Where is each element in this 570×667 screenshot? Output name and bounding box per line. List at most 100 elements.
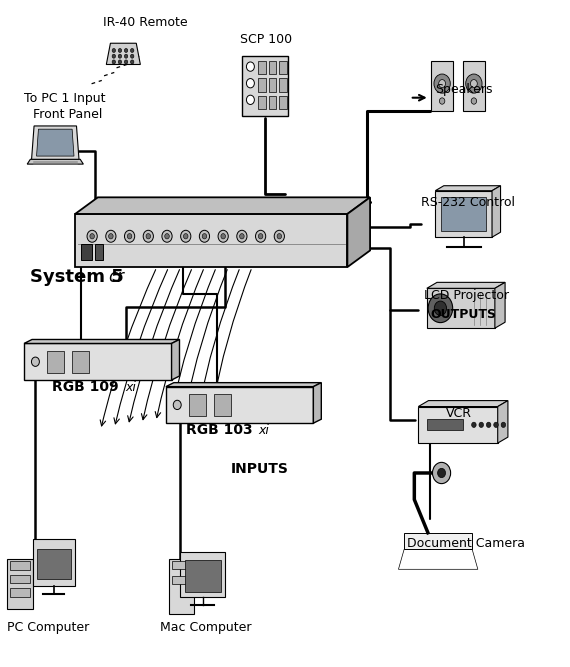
Polygon shape — [172, 340, 180, 380]
Polygon shape — [418, 401, 508, 407]
Text: IR-40 Remote: IR-40 Remote — [104, 16, 188, 29]
FancyBboxPatch shape — [427, 420, 462, 430]
Circle shape — [433, 462, 451, 484]
Circle shape — [218, 230, 228, 242]
FancyBboxPatch shape — [258, 79, 266, 92]
Text: Speakers: Speakers — [435, 83, 493, 96]
Text: RS-232 Control: RS-232 Control — [421, 196, 515, 209]
FancyBboxPatch shape — [279, 61, 287, 75]
Circle shape — [181, 230, 191, 242]
Circle shape — [501, 422, 506, 428]
FancyBboxPatch shape — [189, 394, 206, 416]
Circle shape — [494, 422, 498, 428]
Polygon shape — [347, 197, 370, 267]
Circle shape — [124, 60, 128, 64]
Text: To PC 1 Input: To PC 1 Input — [24, 92, 105, 105]
Circle shape — [131, 60, 134, 64]
FancyBboxPatch shape — [441, 197, 486, 231]
FancyBboxPatch shape — [172, 576, 192, 584]
Text: PC Computer: PC Computer — [7, 621, 89, 634]
Polygon shape — [36, 129, 74, 156]
Text: OUTPUTS: OUTPUTS — [430, 307, 496, 321]
Circle shape — [112, 60, 116, 64]
FancyBboxPatch shape — [32, 540, 75, 586]
Circle shape — [200, 230, 210, 242]
FancyBboxPatch shape — [431, 61, 454, 111]
Text: INPUTS: INPUTS — [231, 462, 289, 476]
Polygon shape — [492, 185, 500, 237]
FancyBboxPatch shape — [95, 244, 104, 260]
Text: SCP 100: SCP 100 — [239, 33, 292, 46]
Circle shape — [246, 62, 254, 71]
Circle shape — [124, 49, 128, 53]
Polygon shape — [75, 197, 370, 214]
Polygon shape — [495, 282, 505, 328]
FancyBboxPatch shape — [462, 61, 485, 111]
Circle shape — [258, 233, 263, 239]
Polygon shape — [435, 191, 492, 237]
Polygon shape — [427, 282, 505, 288]
Circle shape — [428, 294, 453, 323]
Polygon shape — [75, 214, 347, 267]
Circle shape — [239, 233, 244, 239]
FancyBboxPatch shape — [10, 574, 30, 583]
Circle shape — [466, 74, 482, 93]
Text: xi: xi — [125, 382, 136, 394]
Text: System 5: System 5 — [30, 267, 124, 285]
FancyBboxPatch shape — [169, 560, 194, 614]
FancyBboxPatch shape — [180, 552, 226, 597]
FancyBboxPatch shape — [10, 562, 30, 570]
Circle shape — [434, 301, 446, 315]
Circle shape — [439, 79, 446, 87]
FancyBboxPatch shape — [404, 533, 472, 550]
FancyBboxPatch shape — [268, 61, 276, 75]
Polygon shape — [418, 407, 498, 443]
FancyBboxPatch shape — [258, 95, 266, 109]
Polygon shape — [398, 550, 478, 570]
Text: Mac Computer: Mac Computer — [160, 621, 252, 634]
Text: RGB 109: RGB 109 — [52, 380, 119, 394]
Circle shape — [127, 233, 132, 239]
Circle shape — [143, 230, 153, 242]
Circle shape — [112, 49, 116, 53]
Polygon shape — [24, 340, 180, 344]
FancyBboxPatch shape — [279, 95, 287, 109]
FancyBboxPatch shape — [37, 550, 71, 579]
Polygon shape — [107, 43, 140, 65]
Polygon shape — [314, 383, 321, 423]
Circle shape — [87, 230, 97, 242]
Circle shape — [109, 233, 113, 239]
FancyBboxPatch shape — [10, 588, 30, 596]
FancyBboxPatch shape — [279, 79, 287, 92]
Text: LCD Projector: LCD Projector — [424, 289, 509, 302]
FancyBboxPatch shape — [47, 351, 64, 373]
FancyBboxPatch shape — [172, 562, 192, 570]
Circle shape — [118, 54, 121, 58]
Polygon shape — [24, 344, 172, 380]
Circle shape — [274, 230, 284, 242]
Circle shape — [162, 230, 172, 242]
Circle shape — [131, 49, 134, 53]
Circle shape — [112, 54, 116, 58]
Circle shape — [131, 54, 134, 58]
Polygon shape — [166, 383, 321, 387]
FancyBboxPatch shape — [214, 394, 231, 416]
Circle shape — [255, 230, 266, 242]
FancyBboxPatch shape — [268, 79, 276, 92]
Text: xi: xi — [258, 424, 269, 438]
Polygon shape — [498, 401, 508, 443]
Text: cr: cr — [109, 267, 125, 285]
Circle shape — [486, 422, 491, 428]
Circle shape — [124, 230, 135, 242]
Circle shape — [439, 98, 445, 104]
Circle shape — [479, 422, 483, 428]
FancyBboxPatch shape — [72, 351, 89, 373]
Text: Document Camera: Document Camera — [407, 538, 525, 550]
Circle shape — [173, 400, 181, 410]
Circle shape — [146, 233, 150, 239]
Circle shape — [221, 233, 226, 239]
Circle shape — [277, 233, 282, 239]
FancyBboxPatch shape — [268, 95, 276, 109]
Text: VCR: VCR — [446, 406, 471, 420]
FancyBboxPatch shape — [185, 560, 221, 592]
